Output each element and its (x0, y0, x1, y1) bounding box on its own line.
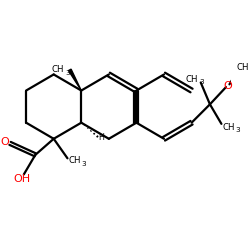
Text: CH: CH (186, 74, 198, 84)
Text: CH: CH (68, 156, 81, 165)
Text: H: H (98, 133, 104, 142)
Text: 3: 3 (236, 127, 240, 133)
Text: O: O (223, 81, 232, 91)
Text: 3: 3 (82, 161, 86, 167)
Text: 3: 3 (199, 79, 204, 85)
Polygon shape (68, 69, 81, 90)
Text: CH: CH (236, 63, 249, 72)
Text: CH: CH (222, 123, 234, 132)
Text: CH: CH (52, 65, 64, 74)
Text: O: O (0, 136, 9, 146)
Text: 3: 3 (66, 70, 70, 75)
Text: OH: OH (13, 174, 30, 184)
